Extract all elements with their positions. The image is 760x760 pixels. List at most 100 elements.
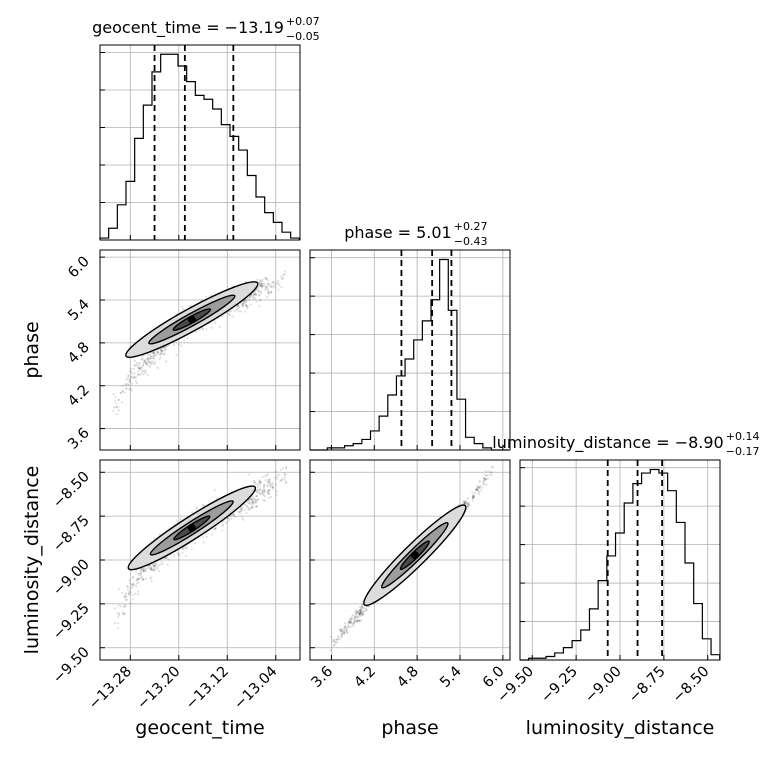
sample-point [472, 493, 475, 496]
sample-point [129, 376, 133, 379]
sample-point [138, 367, 141, 370]
sample-point [142, 578, 145, 582]
sample-point [249, 296, 252, 299]
sample-point [353, 621, 356, 624]
sample-point [123, 605, 126, 609]
sample-point [243, 301, 246, 304]
sample-point [471, 491, 474, 494]
sample-point [351, 617, 354, 620]
sample-point [283, 478, 286, 482]
sample-point [255, 499, 258, 503]
sample-point [240, 507, 243, 511]
sample-point [251, 503, 254, 506]
sample-point [141, 578, 145, 581]
sample-point [179, 517, 182, 521]
sample-point [123, 612, 126, 615]
scatter-panel-phase-luminosity_distance [309, 459, 511, 661]
sample-point [152, 563, 155, 566]
sample-point [267, 492, 270, 495]
sample-point [142, 567, 145, 571]
sample-point [471, 497, 474, 500]
sample-point [201, 328, 204, 331]
sample-point [205, 533, 208, 536]
sample-point [181, 547, 184, 550]
sample-point [163, 352, 166, 355]
sample-point [185, 547, 188, 550]
sample-point [263, 282, 266, 285]
sample-point [475, 488, 478, 491]
sample-point [115, 413, 118, 416]
sample-point [342, 632, 345, 635]
sample-point [190, 547, 193, 550]
sample-point [482, 476, 486, 479]
sample-point [337, 636, 340, 639]
sample-point [263, 488, 266, 491]
sample-point [138, 367, 142, 370]
sample-point [475, 488, 479, 491]
sample-point [464, 501, 467, 504]
sample-point [462, 500, 465, 504]
sample-point [140, 356, 144, 359]
sample-point [260, 284, 264, 287]
sample-point [245, 505, 249, 508]
sample-point [146, 361, 149, 364]
sample-point [119, 605, 122, 608]
sample-point [462, 500, 465, 503]
sample-point [253, 481, 257, 484]
sample-point [151, 569, 154, 572]
sample-point [343, 626, 346, 629]
sample-point [281, 277, 285, 280]
sample-point [260, 292, 263, 295]
sample-point [280, 286, 283, 289]
sample-point [267, 496, 270, 499]
sample-point [248, 296, 251, 299]
sample-point [258, 299, 261, 302]
sample-point [137, 577, 140, 580]
sample-point [282, 467, 285, 470]
x-tick-label-luminosity_distance: −8.50 [670, 664, 713, 707]
sample-point [227, 520, 230, 523]
sample-point [143, 361, 146, 364]
sample-point [251, 497, 254, 500]
sample-point [245, 304, 248, 307]
sample-point [145, 357, 148, 360]
sample-point [272, 284, 275, 287]
sample-point [134, 592, 137, 595]
sample-point [204, 295, 208, 298]
sample-point [267, 492, 270, 495]
sample-point [343, 628, 346, 631]
sample-point [237, 510, 240, 514]
sample-point [133, 359, 136, 362]
sample-point [348, 621, 352, 625]
sample-point [241, 305, 244, 308]
sample-point [177, 553, 180, 556]
sample-point [130, 587, 133, 590]
sample-point [134, 380, 137, 383]
sample-point [144, 577, 148, 581]
sample-point [341, 633, 344, 636]
sample-point [182, 308, 185, 311]
sample-point [240, 506, 243, 509]
sample-point [146, 364, 149, 367]
sample-point [353, 615, 356, 619]
sample-point [131, 583, 134, 586]
sample-point [140, 577, 143, 580]
y-tick-label-luminosity_distance: −9.00 [50, 557, 93, 600]
sample-point [352, 624, 355, 628]
sample-point [116, 612, 119, 615]
sample-point [135, 578, 138, 582]
sample-point [339, 628, 342, 632]
sample-point [285, 467, 288, 470]
sample-point [344, 625, 347, 628]
sample-point [166, 556, 169, 559]
sample-point [356, 610, 359, 614]
sample-point [252, 481, 256, 484]
sample-point [140, 358, 143, 361]
sample-point [201, 327, 204, 330]
sample-point [255, 505, 258, 508]
sample-point [264, 276, 267, 279]
contour-peak [410, 551, 419, 560]
sample-point [244, 310, 247, 313]
sample-point [354, 620, 357, 623]
sample-point [353, 616, 356, 619]
